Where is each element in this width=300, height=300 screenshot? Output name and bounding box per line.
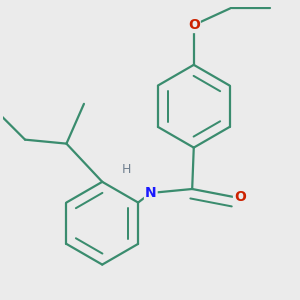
Text: N: N (145, 186, 157, 200)
Text: O: O (234, 190, 246, 204)
Text: H: H (122, 163, 132, 176)
Text: O: O (188, 18, 200, 32)
